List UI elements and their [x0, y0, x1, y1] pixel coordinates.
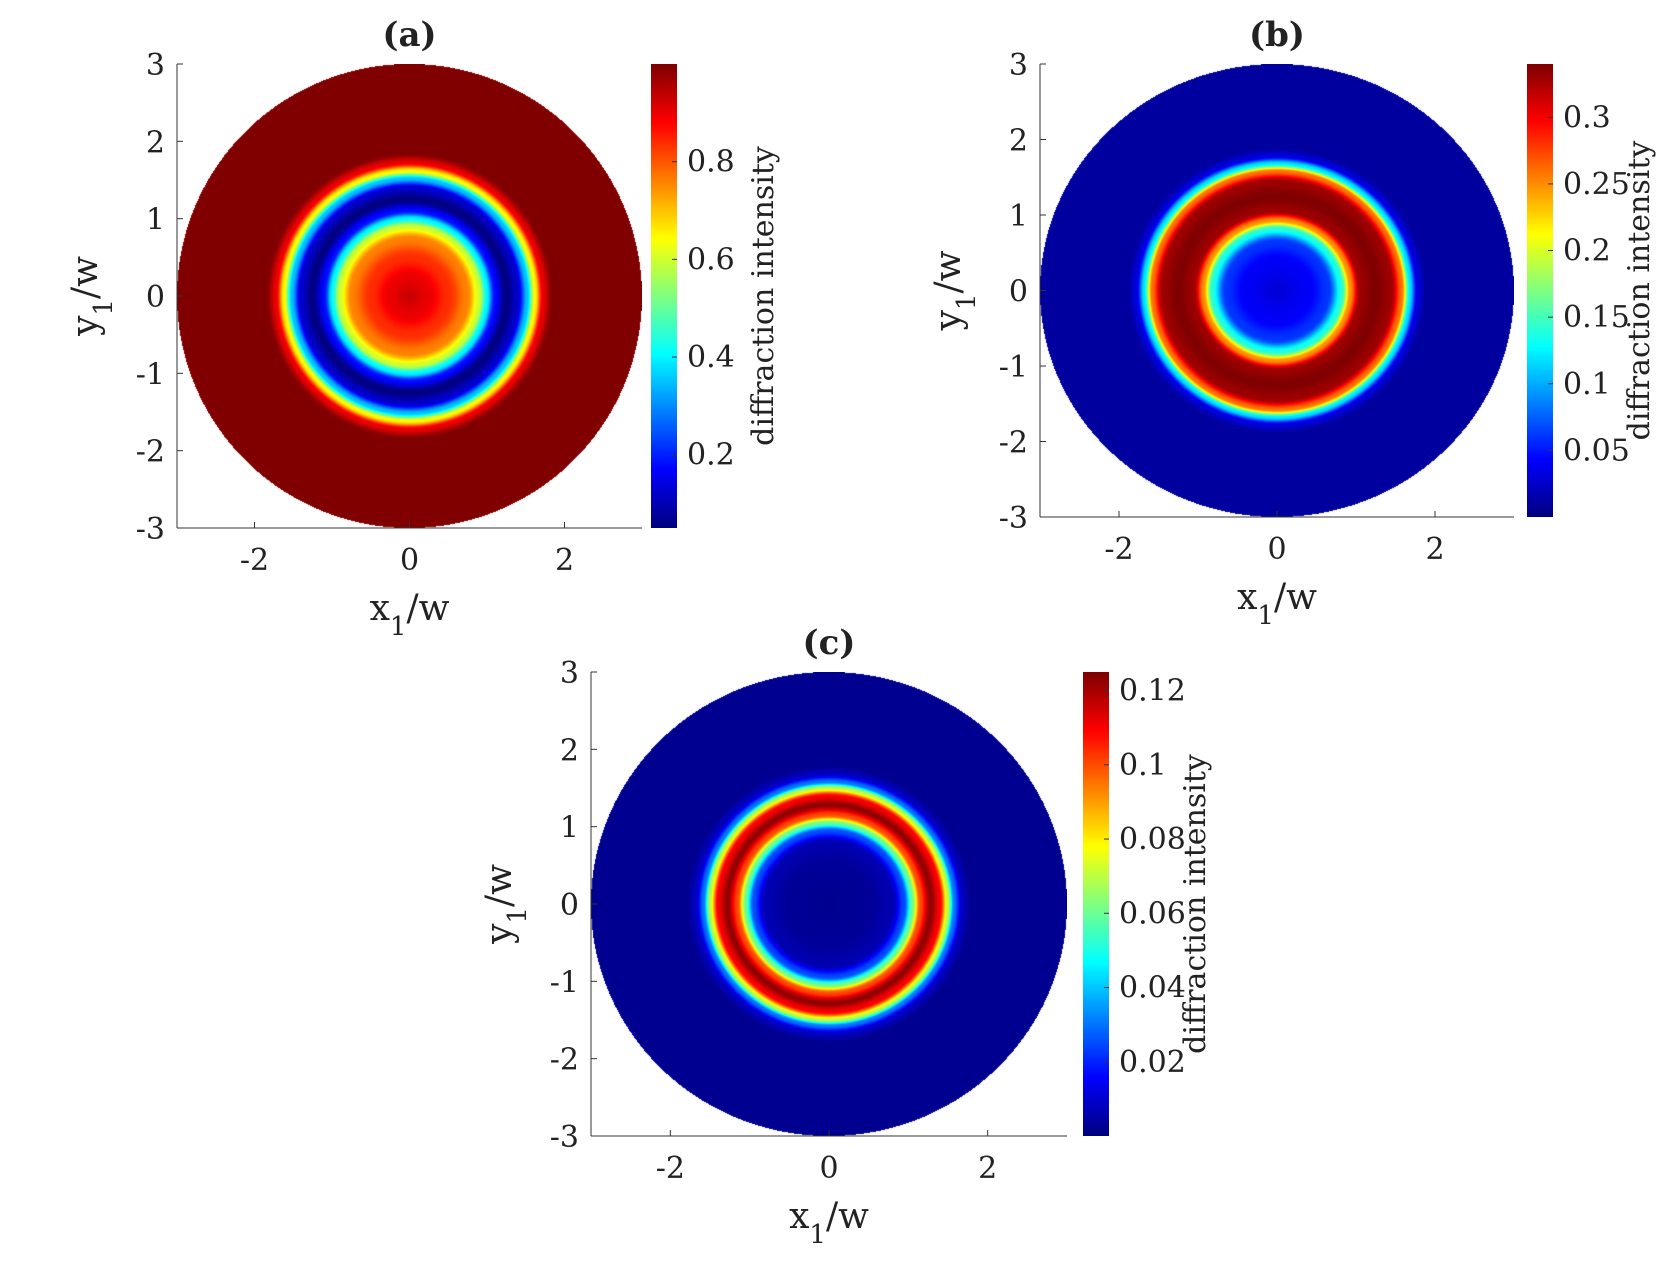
panel-c-title: (c): [803, 623, 856, 663]
colorbar-tick-label: 0.8: [687, 145, 735, 180]
y-tick-label: -3: [550, 1120, 579, 1155]
y-tick-label: -1: [136, 357, 165, 392]
y-tick-label: -3: [999, 501, 1028, 536]
colorbar-tick-label: 0.2: [1563, 234, 1611, 269]
panel-c-y-axis-label: y1/w: [479, 864, 533, 945]
y-tick-label: -2: [999, 426, 1028, 461]
y-tick-label: 3: [560, 656, 579, 691]
colorbar-tick-label: 0.08: [1119, 822, 1186, 857]
y-tick-label: -1: [550, 965, 579, 1000]
x-tick-label: -2: [656, 1151, 685, 1186]
x-tick-label: -2: [240, 543, 269, 578]
x-tick-label: 0: [400, 543, 419, 578]
y-tick-label: 2: [1009, 124, 1028, 159]
y-tick-label: 2: [146, 125, 165, 160]
panel-a-y-axis-label: y1/w: [65, 256, 119, 337]
panel-c-colorbar: [1083, 672, 1109, 1136]
x-tick-label: 2: [555, 543, 574, 578]
panel-c-x-axis-label: x1/w: [789, 1196, 869, 1250]
panel-a-title: (a): [382, 15, 436, 55]
y-tick-label: -1: [999, 350, 1028, 385]
panel-b-x-axis-label: x1/w: [1237, 577, 1317, 631]
colorbar-tick-label: 0.1: [1563, 367, 1611, 402]
x-tick-label: -2: [1104, 532, 1133, 567]
y-tick-label: -3: [136, 512, 165, 547]
y-tick-label: -2: [136, 435, 165, 470]
panel-a-axes: -2 0 2 3 2 1 0 -1 -2 -3: [136, 48, 642, 578]
colorbar-tick-label: 0.05: [1563, 433, 1630, 468]
y-tick-label: 1: [1009, 199, 1028, 234]
panel-c: -2 0 2 3 2 1 0 -1 -2 -3 (c) x1/w y1/w 0.12 0.1 0.08…: [479, 623, 1213, 1250]
y-tick-label: 3: [1009, 48, 1028, 83]
colorbar-tick-label: 0.1: [1119, 748, 1167, 783]
panel-c-axes: -2 0 2 3 2 1 0 -1 -2 -3: [550, 656, 1067, 1186]
panel-a-x-axis-label: x1/w: [370, 588, 450, 642]
panel-a-colorbar: [651, 64, 677, 528]
y-tick-label: 0: [146, 280, 165, 315]
colorbar-tick-label: 0.04: [1119, 971, 1186, 1006]
colorbar-tick-label: 0.12: [1119, 674, 1186, 709]
y-tick-label: 1: [146, 203, 165, 238]
panel-b-colorbar: [1527, 64, 1553, 517]
panel-b-colorbar-label: diffraction intensity: [1622, 141, 1657, 441]
panel-c-colorbar-ticks: 0.12 0.1 0.08 0.06 0.04 0.02: [1104, 674, 1186, 1080]
x-tick-label: 2: [978, 1151, 997, 1186]
panel-b-axes: -2 0 2 3 2 1 0 -1 -2 -3: [999, 48, 1514, 567]
panel-a-intensity-map: [177, 64, 642, 528]
colorbar-tick-label: 0.06: [1119, 896, 1186, 931]
panel-b-colorbar-ticks: 0.3 0.25 0.2 0.15 0.1 0.05: [1548, 100, 1630, 468]
panel-a-colorbar-label: diffraction intensity: [746, 146, 781, 446]
x-tick-label: 0: [1267, 532, 1286, 567]
x-tick-label: 0: [819, 1151, 838, 1186]
colorbar-tick-label: 0.25: [1563, 167, 1630, 202]
y-tick-label: 1: [560, 811, 579, 846]
colorbar-tick-label: 0.4: [687, 340, 735, 375]
colorbar-tick-label: 0.3: [1563, 100, 1611, 135]
colorbar-tick-label: 0.6: [687, 242, 735, 277]
panel-c-colorbar-label: diffraction intensity: [1178, 754, 1213, 1054]
x-tick-label: 2: [1425, 532, 1444, 567]
y-tick-label: 2: [560, 733, 579, 768]
colorbar-tick-label: 0.15: [1563, 300, 1630, 335]
y-tick-label: 0: [1009, 275, 1028, 310]
panel-b-y-axis-label: y1/w: [928, 250, 982, 331]
panel-a-colorbar-ticks: 0.2 0.4 0.6 0.8: [672, 145, 735, 473]
colorbar-tick-label: 0.2: [687, 438, 735, 473]
panel-b-title: (b): [1249, 15, 1305, 55]
panel-b-intensity-map: [1040, 64, 1514, 517]
y-tick-label: 0: [560, 888, 579, 923]
y-tick-label: -2: [550, 1043, 579, 1078]
colorbar-tick-label: 0.02: [1119, 1045, 1186, 1080]
panel-c-intensity-map: [591, 672, 1067, 1136]
y-tick-label: 3: [146, 48, 165, 83]
